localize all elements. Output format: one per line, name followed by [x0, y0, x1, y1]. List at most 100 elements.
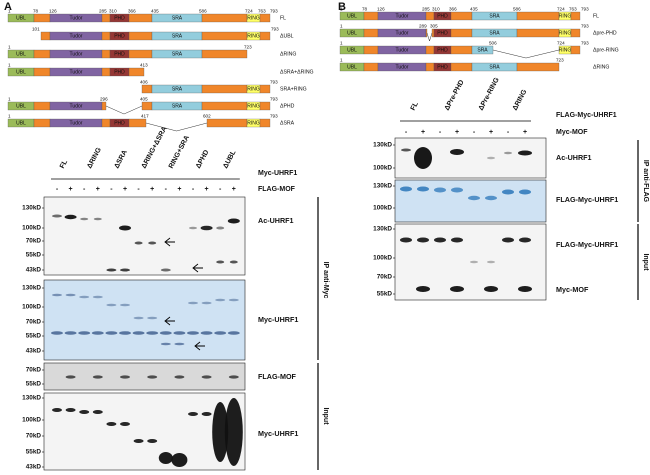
residue-number: 763	[258, 9, 266, 14]
deletion-link	[492, 49, 560, 59]
residue-number: 126	[49, 9, 57, 14]
domain-label: UBL	[347, 48, 357, 54]
band	[51, 331, 63, 335]
band	[160, 268, 171, 272]
band	[487, 260, 495, 264]
domain-label: PHD	[114, 121, 125, 127]
band	[133, 439, 144, 443]
column-label: ΔRING	[86, 146, 103, 170]
panel-label: A	[4, 1, 12, 13]
domain-label: PHD	[437, 48, 448, 54]
domain-segment	[516, 11, 560, 21]
mw-marker: 43kD	[26, 348, 42, 355]
band	[120, 268, 130, 272]
band-label: Ac-UHRF1	[258, 216, 294, 225]
band	[92, 375, 103, 379]
residue-number: 366	[449, 7, 457, 12]
band	[106, 268, 117, 272]
domain-label: Tudor	[70, 16, 83, 22]
column-label: ΔPre-PHD	[444, 79, 466, 112]
treatment-sign: -	[473, 129, 476, 136]
domain-segment	[363, 62, 379, 72]
residue-number: 435	[470, 7, 478, 12]
band-label: FLAG-Myc-UHRF1	[556, 195, 618, 204]
residue-number: 101	[32, 27, 40, 32]
band	[120, 303, 130, 307]
band	[414, 147, 432, 169]
band	[416, 286, 430, 292]
treatment-sign: -	[56, 186, 59, 193]
blot-membrane	[394, 179, 547, 223]
band	[65, 293, 76, 297]
construct-name: ΔRING	[280, 51, 296, 57]
band	[502, 237, 514, 243]
domain-segment	[101, 49, 111, 59]
band	[78, 331, 91, 335]
mw-marker: 100kD	[22, 225, 41, 232]
residue-number: 763	[569, 7, 577, 12]
domain-segment	[101, 13, 111, 23]
residue-number: 296	[100, 97, 108, 102]
domain-label: PHD	[114, 34, 125, 40]
domain-segment	[363, 11, 379, 21]
band	[216, 226, 225, 230]
band	[147, 375, 158, 379]
band	[417, 186, 429, 192]
band	[159, 331, 172, 335]
residue-number: 366	[128, 9, 136, 14]
domain-segment	[128, 31, 153, 41]
mw-marker: 70kD	[26, 238, 42, 245]
domain-segment	[201, 84, 248, 94]
domain-label: UBL	[347, 31, 357, 37]
domain-label: Tudor	[70, 34, 83, 40]
band	[148, 241, 157, 245]
band	[189, 226, 197, 230]
mw-marker: 43kD	[26, 267, 42, 274]
residue-number: 285	[99, 9, 107, 14]
residue-number: 1	[8, 114, 11, 119]
domain-label: PHD	[437, 14, 448, 20]
domain-segment	[128, 118, 147, 128]
band	[92, 295, 103, 299]
residue-number: 126	[377, 7, 385, 12]
domain-segment	[141, 84, 153, 94]
residue-number: 1	[340, 41, 343, 46]
domain-label: Tudor	[70, 121, 83, 127]
domain-label: Tudor	[70, 52, 83, 58]
blot-membrane	[43, 362, 246, 391]
band	[120, 375, 130, 379]
band	[119, 225, 131, 231]
band	[79, 410, 90, 414]
domain-segment	[201, 31, 248, 41]
group-label: Myc-UHRF1	[258, 170, 297, 177]
band	[64, 331, 77, 335]
domain-segment	[259, 13, 271, 23]
band	[188, 412, 198, 416]
domain-label: SRA	[172, 87, 183, 93]
domain-segment	[425, 45, 435, 55]
treatment-sign: +	[69, 186, 73, 193]
treatment-sign: +	[232, 186, 236, 193]
residue-number: 1	[8, 97, 11, 102]
panel-label: B	[338, 1, 346, 13]
band	[450, 149, 464, 155]
band	[119, 331, 131, 335]
domain-segment	[363, 28, 379, 38]
domain-label: PHD	[114, 70, 125, 76]
construct-name: Δpre-RING	[593, 47, 619, 53]
band	[434, 187, 446, 193]
band	[215, 298, 226, 302]
domain-segment	[363, 45, 379, 55]
construct-name: ΔSRA+ΔRING	[280, 69, 314, 75]
domain-label: PHD	[114, 52, 125, 58]
domain-segment	[128, 49, 153, 59]
treatment-label: Myc-MOF	[556, 129, 588, 136]
domain-label: RING	[247, 34, 260, 40]
band	[227, 331, 240, 335]
residue-number: 406	[140, 80, 148, 85]
side-label: IP anti-Myc	[322, 262, 329, 299]
treatment-sign: +	[177, 186, 181, 193]
residue-number: 793	[270, 114, 278, 119]
band	[518, 286, 532, 292]
construct-name: ΔPHD	[280, 103, 295, 109]
